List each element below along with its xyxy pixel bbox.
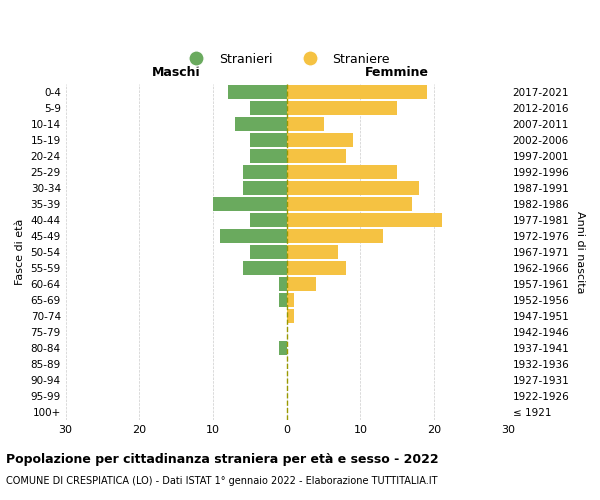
Bar bbox=[287, 101, 397, 114]
Text: Femmine: Femmine bbox=[365, 66, 429, 79]
Bar bbox=[242, 261, 287, 275]
Bar bbox=[280, 277, 287, 291]
Bar bbox=[287, 149, 346, 162]
Bar bbox=[250, 101, 287, 114]
Bar bbox=[280, 342, 287, 355]
Bar bbox=[287, 197, 412, 210]
Bar bbox=[250, 133, 287, 146]
Bar bbox=[280, 293, 287, 307]
Bar bbox=[242, 165, 287, 178]
Bar bbox=[235, 117, 287, 130]
Bar bbox=[228, 85, 287, 98]
Bar bbox=[287, 277, 316, 291]
Bar bbox=[287, 261, 346, 275]
Bar bbox=[287, 133, 353, 146]
Y-axis label: Anni di nascita: Anni di nascita bbox=[575, 210, 585, 293]
Bar bbox=[287, 245, 338, 259]
Bar bbox=[287, 181, 419, 194]
Bar bbox=[250, 245, 287, 259]
Bar bbox=[220, 229, 287, 243]
Bar bbox=[242, 181, 287, 194]
Bar bbox=[250, 149, 287, 162]
Bar bbox=[287, 213, 442, 226]
Bar bbox=[287, 309, 294, 323]
Bar bbox=[287, 229, 383, 243]
Bar bbox=[287, 117, 323, 130]
Bar bbox=[213, 197, 287, 210]
Bar bbox=[287, 293, 294, 307]
Y-axis label: Fasce di età: Fasce di età bbox=[15, 219, 25, 285]
Text: Popolazione per cittadinanza straniera per età e sesso - 2022: Popolazione per cittadinanza straniera p… bbox=[6, 452, 439, 466]
Bar bbox=[250, 213, 287, 226]
Text: Maschi: Maschi bbox=[152, 66, 200, 79]
Bar bbox=[287, 85, 427, 98]
Text: COMUNE DI CRESPIATICA (LO) - Dati ISTAT 1° gennaio 2022 - Elaborazione TUTTITALI: COMUNE DI CRESPIATICA (LO) - Dati ISTAT … bbox=[6, 476, 437, 486]
Bar bbox=[287, 165, 397, 178]
Legend: Stranieri, Straniere: Stranieri, Straniere bbox=[178, 46, 396, 72]
